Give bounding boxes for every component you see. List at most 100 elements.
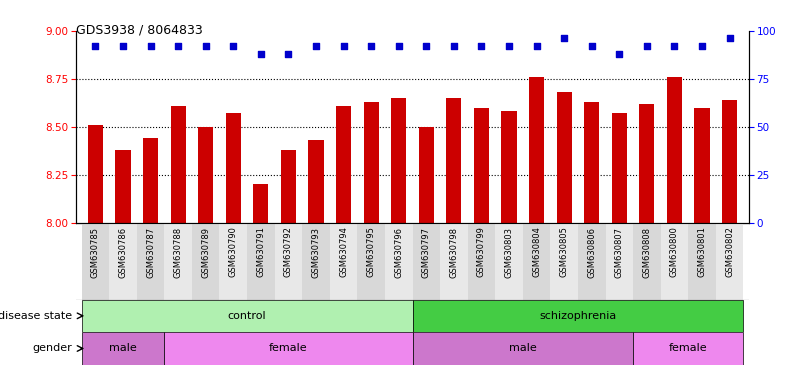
Bar [115,150,131,223]
Bar [419,127,434,223]
Text: GSM630806: GSM630806 [587,227,596,278]
Bar [667,77,682,223]
Bar [137,223,164,300]
Bar [440,223,468,300]
Point [392,43,405,49]
Point [723,35,736,41]
Point [199,43,212,49]
Text: GSM630803: GSM630803 [505,227,513,278]
Point [586,43,598,49]
Bar [584,102,599,223]
Bar [639,104,654,223]
Bar [413,300,743,332]
Text: male: male [509,343,537,354]
Point [337,43,350,49]
Bar [308,140,324,223]
Text: GSM630785: GSM630785 [91,227,100,278]
Bar [578,223,606,300]
Text: GSM630804: GSM630804 [532,227,541,277]
Text: GSM630800: GSM630800 [670,227,679,277]
Bar [501,111,517,223]
Point [448,43,461,49]
Bar [164,223,192,300]
Text: female: female [669,343,707,354]
Point [310,43,323,49]
Bar [385,223,413,300]
Point [530,43,543,49]
Bar [364,102,379,223]
Point [695,43,708,49]
Bar [82,223,109,300]
Bar [722,100,737,223]
Text: GSM630798: GSM630798 [449,227,458,278]
Text: GSM630790: GSM630790 [229,227,238,277]
Bar [357,223,385,300]
Bar [529,77,544,223]
Bar [198,127,213,223]
Bar [219,223,247,300]
Point [144,43,157,49]
Point [227,43,239,49]
Bar [164,332,413,365]
Text: GDS3938 / 8064833: GDS3938 / 8064833 [76,23,203,36]
Bar [495,223,523,300]
Text: GSM630805: GSM630805 [560,227,569,277]
Text: GSM630793: GSM630793 [312,227,320,278]
Bar [109,223,137,300]
Bar [523,223,550,300]
Bar [468,223,495,300]
Bar [302,223,330,300]
Text: GSM630792: GSM630792 [284,227,293,277]
Text: GSM630797: GSM630797 [422,227,431,278]
Bar [550,223,578,300]
Bar [391,98,406,223]
Bar [281,150,296,223]
Bar [606,223,633,300]
Bar [716,223,743,300]
Bar [275,223,302,300]
Point [641,43,654,49]
Text: GSM630789: GSM630789 [201,227,210,278]
Bar [82,332,164,365]
Bar [143,138,158,223]
Bar [330,223,357,300]
Text: GSM630808: GSM630808 [642,227,651,278]
Point [282,51,295,57]
Text: GSM630801: GSM630801 [698,227,706,277]
Point [613,51,626,57]
Point [475,43,488,49]
Text: control: control [227,311,267,321]
Text: GSM630794: GSM630794 [339,227,348,277]
Text: GSM630788: GSM630788 [174,227,183,278]
Point [364,43,377,49]
Text: schizophrenia: schizophrenia [539,311,617,321]
Bar [226,113,241,223]
Text: GSM630795: GSM630795 [367,227,376,277]
Bar [688,223,716,300]
Point [255,51,268,57]
Text: GSM630786: GSM630786 [119,227,127,278]
Bar [661,223,688,300]
Text: GSM630791: GSM630791 [256,227,265,277]
Bar [694,108,710,223]
Text: GSM630807: GSM630807 [615,227,624,278]
Bar [171,106,186,223]
Point [502,43,515,49]
Bar [247,223,275,300]
Text: male: male [109,343,137,354]
Point [117,43,130,49]
Bar [253,184,268,223]
Point [668,43,681,49]
Text: GSM630799: GSM630799 [477,227,486,277]
Text: GSM630802: GSM630802 [725,227,735,277]
Text: GSM630796: GSM630796 [394,227,403,278]
Bar [413,223,440,300]
Bar [413,332,633,365]
Text: disease state: disease state [0,311,72,321]
Bar [633,332,743,365]
Point [171,43,184,49]
Bar [633,223,661,300]
Point [557,35,570,41]
Point [420,43,433,49]
Bar [612,113,627,223]
